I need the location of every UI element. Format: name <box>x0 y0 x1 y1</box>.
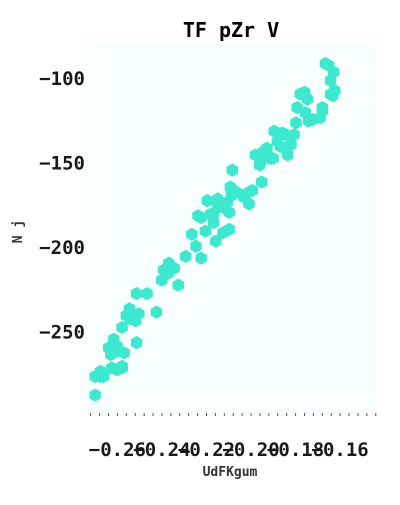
data-point-10 <box>106 361 118 375</box>
data-point-41 <box>207 215 220 230</box>
data-point-13 <box>116 320 128 335</box>
data-point-49 <box>223 205 235 220</box>
x-minor-ticks <box>90 413 377 416</box>
data-point-22 <box>130 336 143 350</box>
points-layer <box>89 57 341 402</box>
y-tick-labels: −250 −200 −150 −100 <box>39 68 85 344</box>
data-point-57 <box>243 197 255 211</box>
data-point-73 <box>285 138 297 152</box>
data-point-79 <box>301 92 314 106</box>
x-tick-label-1: −0.24 <box>133 439 190 461</box>
data-point-0 <box>89 388 101 402</box>
data-point-53 <box>226 163 239 177</box>
data-point-14 <box>118 346 130 360</box>
data-point-92 <box>327 89 339 103</box>
x-tick-label-3: −0.20 <box>222 439 279 461</box>
data-point-38 <box>199 224 212 238</box>
x-tick-label-2: −0.22 <box>178 439 235 461</box>
x-axis-label: UdFKgum <box>203 465 258 480</box>
data-point-72 <box>282 148 294 162</box>
data-point-37 <box>195 251 207 265</box>
data-point-21 <box>133 307 145 321</box>
data-point-62 <box>256 175 268 189</box>
data-point-91 <box>327 65 340 79</box>
data-point-36 <box>195 210 207 225</box>
data-point-74 <box>288 128 300 142</box>
y-tick-label-1: −200 <box>39 237 85 259</box>
x-tick-label-4: −0.18 <box>267 439 324 461</box>
x-tick-labels: −0.26−0.24−0.22−0.20−0.18−0.16 <box>89 439 369 461</box>
data-point-75 <box>290 116 302 130</box>
data-point-4 <box>94 364 107 379</box>
y-tick-label-3: −100 <box>39 68 85 90</box>
data-point-32 <box>179 249 192 264</box>
data-point-39 <box>201 193 214 208</box>
data-point-23 <box>130 287 143 301</box>
x-tick-label-0: −0.26 <box>89 439 146 461</box>
data-point-69 <box>274 139 287 154</box>
data-point-66 <box>267 151 279 165</box>
y-tick-label-2: −150 <box>39 152 85 174</box>
data-point-15 <box>116 361 128 375</box>
data-point-34 <box>190 239 202 253</box>
x-tick-label-5: −0.16 <box>312 439 369 461</box>
y-axis-label: N j <box>11 220 26 243</box>
data-point-43 <box>210 234 222 248</box>
data-point-64 <box>261 141 273 155</box>
data-point-58 <box>246 183 259 198</box>
data-point-50 <box>223 222 235 236</box>
data-point-30 <box>168 261 180 275</box>
data-point-85 <box>316 100 329 115</box>
y-tick-label-0: −250 <box>39 322 85 344</box>
data-point-33 <box>186 227 198 242</box>
chart-title: TF pZr V <box>183 18 279 42</box>
data-point-24 <box>141 287 153 301</box>
data-point-25 <box>150 305 163 319</box>
data-point-31 <box>172 278 184 292</box>
data-point-61 <box>254 155 267 169</box>
